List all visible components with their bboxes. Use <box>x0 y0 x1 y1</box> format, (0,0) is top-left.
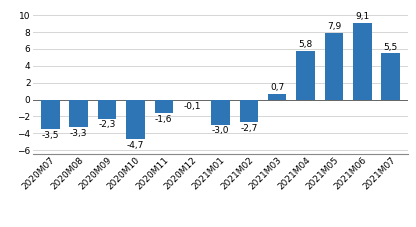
Text: 5,5: 5,5 <box>384 43 398 52</box>
Bar <box>41 100 59 129</box>
Bar <box>381 53 400 100</box>
Bar <box>98 100 116 119</box>
Bar <box>126 100 145 139</box>
Bar <box>211 100 230 125</box>
Text: 9,1: 9,1 <box>355 12 369 21</box>
Text: -2,3: -2,3 <box>98 121 116 129</box>
Text: -1,6: -1,6 <box>155 115 173 123</box>
Bar <box>240 100 258 122</box>
Text: -4,7: -4,7 <box>127 141 144 150</box>
Text: -3,3: -3,3 <box>70 129 87 138</box>
Bar <box>69 100 88 127</box>
Bar <box>268 94 287 100</box>
Text: 0,7: 0,7 <box>270 83 284 92</box>
Bar <box>325 33 343 100</box>
Text: 7,9: 7,9 <box>327 22 341 31</box>
Text: -0,1: -0,1 <box>183 102 201 111</box>
Bar <box>154 100 173 113</box>
Text: 5,8: 5,8 <box>298 40 313 49</box>
Text: -3,0: -3,0 <box>212 126 229 135</box>
Text: -3,5: -3,5 <box>42 131 59 140</box>
Bar <box>296 51 315 100</box>
Bar <box>353 23 371 100</box>
Text: -2,7: -2,7 <box>240 124 258 133</box>
